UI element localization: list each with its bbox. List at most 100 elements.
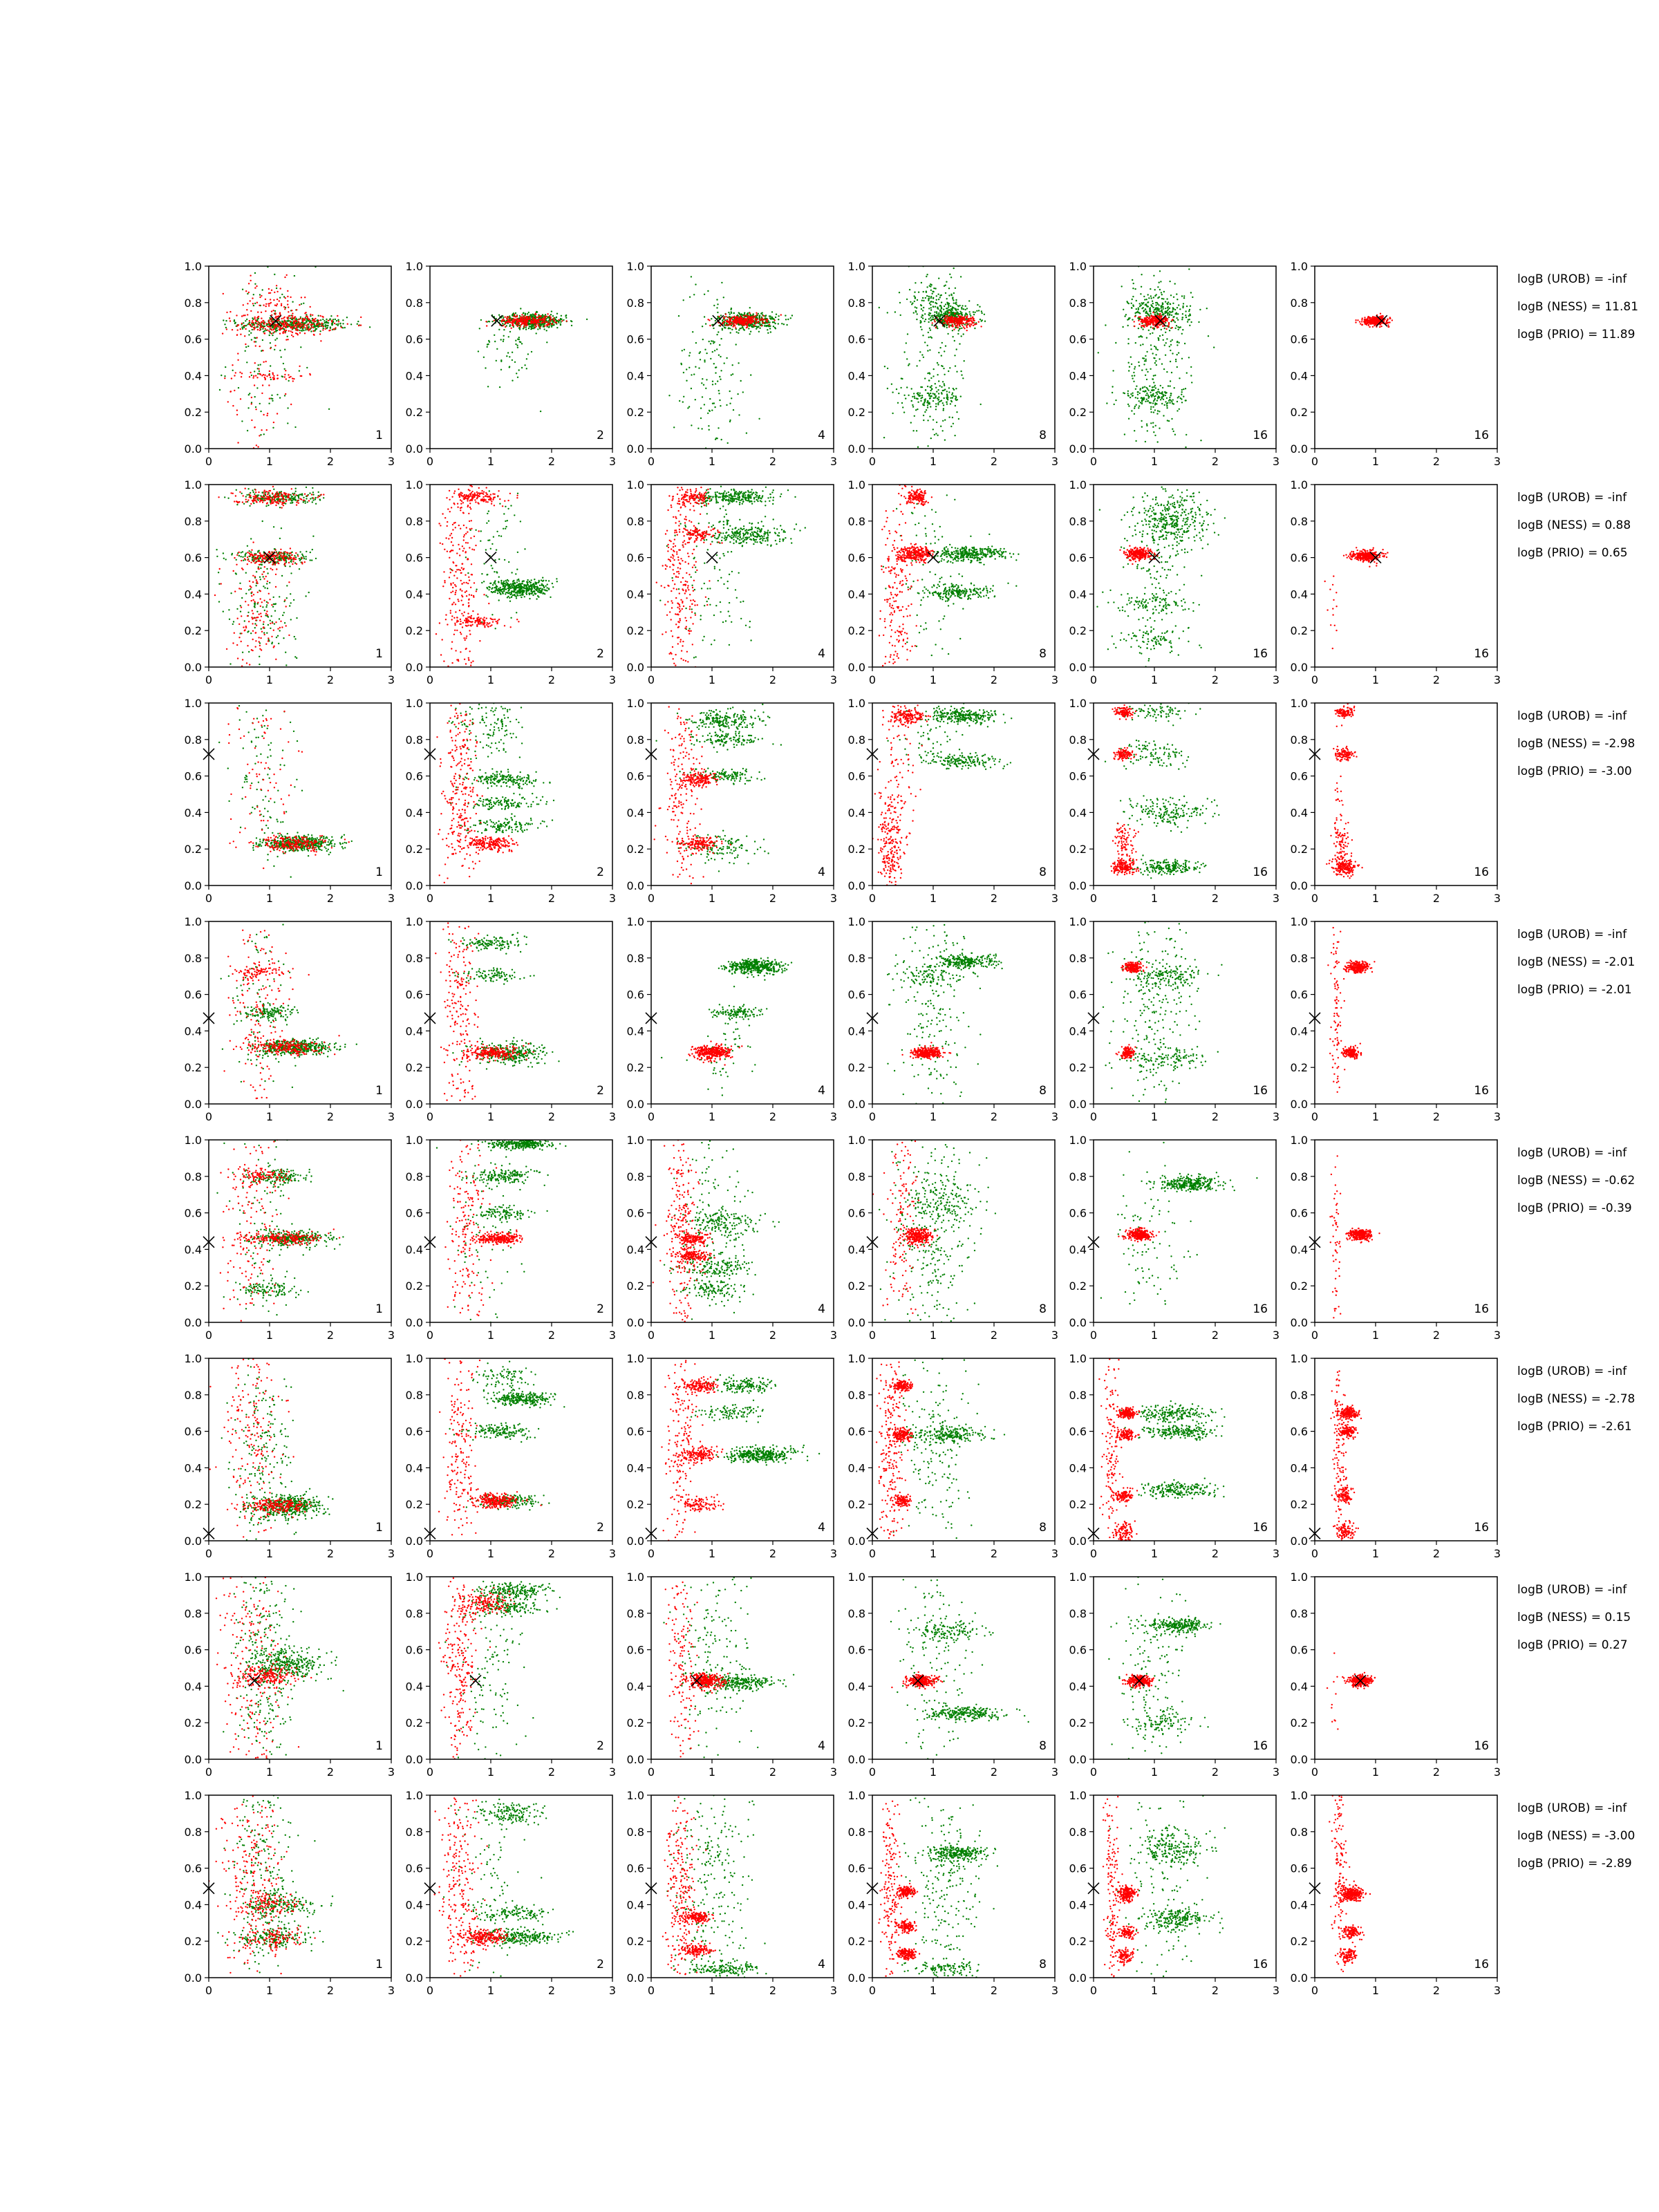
green-point xyxy=(928,321,930,324)
red-point xyxy=(285,339,288,341)
green-point xyxy=(769,321,771,324)
red-point xyxy=(743,324,746,326)
red-point xyxy=(239,328,241,330)
green-point xyxy=(745,432,748,434)
green-point xyxy=(334,318,337,321)
green-point xyxy=(328,408,330,410)
green-point xyxy=(560,315,563,317)
green-point xyxy=(1177,326,1179,328)
red-point xyxy=(502,324,505,327)
green-point xyxy=(495,359,497,362)
green-point xyxy=(921,297,924,299)
green-point xyxy=(1152,306,1154,308)
green-point xyxy=(1169,398,1171,401)
red-point xyxy=(1145,321,1147,324)
green-point xyxy=(738,324,740,326)
red-point xyxy=(731,323,733,325)
red-point xyxy=(335,327,337,329)
red-point xyxy=(283,319,285,321)
green-point xyxy=(728,327,730,329)
green-point xyxy=(941,389,944,392)
green-point xyxy=(898,392,900,395)
green-point xyxy=(743,313,745,316)
red-point xyxy=(535,313,537,315)
green-point xyxy=(930,317,932,319)
green-point xyxy=(953,388,955,391)
green-point xyxy=(1160,307,1162,309)
red-point xyxy=(516,317,518,320)
red-point xyxy=(322,326,324,328)
scatter-points xyxy=(668,276,794,449)
green-point xyxy=(243,322,245,324)
red-point xyxy=(954,323,956,325)
green-point xyxy=(940,306,943,308)
green-point xyxy=(917,401,919,403)
green-point xyxy=(1213,346,1215,348)
green-point xyxy=(713,341,715,343)
green-point xyxy=(542,326,544,328)
green-point xyxy=(939,400,941,402)
green-point xyxy=(1189,305,1192,307)
green-point xyxy=(261,563,263,566)
green-point xyxy=(548,326,550,328)
green-point xyxy=(1150,406,1152,408)
green-point xyxy=(1169,396,1171,399)
green-point xyxy=(924,318,927,321)
green-point xyxy=(886,312,889,314)
green-point xyxy=(950,397,952,399)
green-point xyxy=(294,492,296,494)
green-point xyxy=(288,319,290,321)
green-point xyxy=(487,320,490,323)
green-point xyxy=(944,312,947,315)
green-point xyxy=(252,324,254,326)
red-point xyxy=(516,325,518,328)
green-point xyxy=(932,400,935,402)
red-point xyxy=(1148,324,1150,326)
red-point xyxy=(290,327,292,329)
green-point xyxy=(910,388,912,390)
red-point xyxy=(966,317,968,319)
green-point xyxy=(778,315,780,317)
green-point xyxy=(1097,352,1100,354)
red-point xyxy=(757,321,760,324)
green-point xyxy=(946,326,948,329)
red-point xyxy=(535,325,538,328)
red-point xyxy=(319,333,321,335)
red-point xyxy=(256,325,259,327)
green-point xyxy=(306,550,308,553)
green-point xyxy=(1169,380,1172,382)
red-point xyxy=(290,375,292,378)
red-point xyxy=(272,378,274,381)
green-point xyxy=(1152,406,1154,408)
red-point xyxy=(538,318,540,321)
green-point xyxy=(265,324,268,326)
green-point xyxy=(262,328,264,330)
green-point xyxy=(1127,362,1130,364)
green-point xyxy=(729,402,731,404)
green-point xyxy=(965,312,967,315)
green-point xyxy=(322,327,324,330)
green-point xyxy=(306,501,308,503)
green-point xyxy=(323,497,325,499)
green-point xyxy=(1145,315,1147,317)
red-point xyxy=(537,324,540,327)
red-point xyxy=(1168,324,1170,326)
red-point xyxy=(756,318,759,320)
green-point xyxy=(878,306,881,309)
green-point xyxy=(1170,340,1172,342)
green-point xyxy=(935,288,937,290)
green-point xyxy=(928,295,930,298)
red-point xyxy=(1374,324,1377,326)
red-point xyxy=(268,303,270,305)
logb-annotation: logB (UROB) = -inf xyxy=(1517,272,1627,286)
red-point xyxy=(253,375,255,377)
red-point xyxy=(1162,325,1164,327)
red-point xyxy=(256,377,259,379)
y-tick-label: 0.2 xyxy=(627,406,644,419)
red-point xyxy=(1168,323,1170,325)
red-point xyxy=(270,320,272,322)
green-point xyxy=(941,365,943,367)
green-point xyxy=(485,367,487,369)
green-point xyxy=(905,342,908,344)
green-point xyxy=(1182,328,1184,331)
